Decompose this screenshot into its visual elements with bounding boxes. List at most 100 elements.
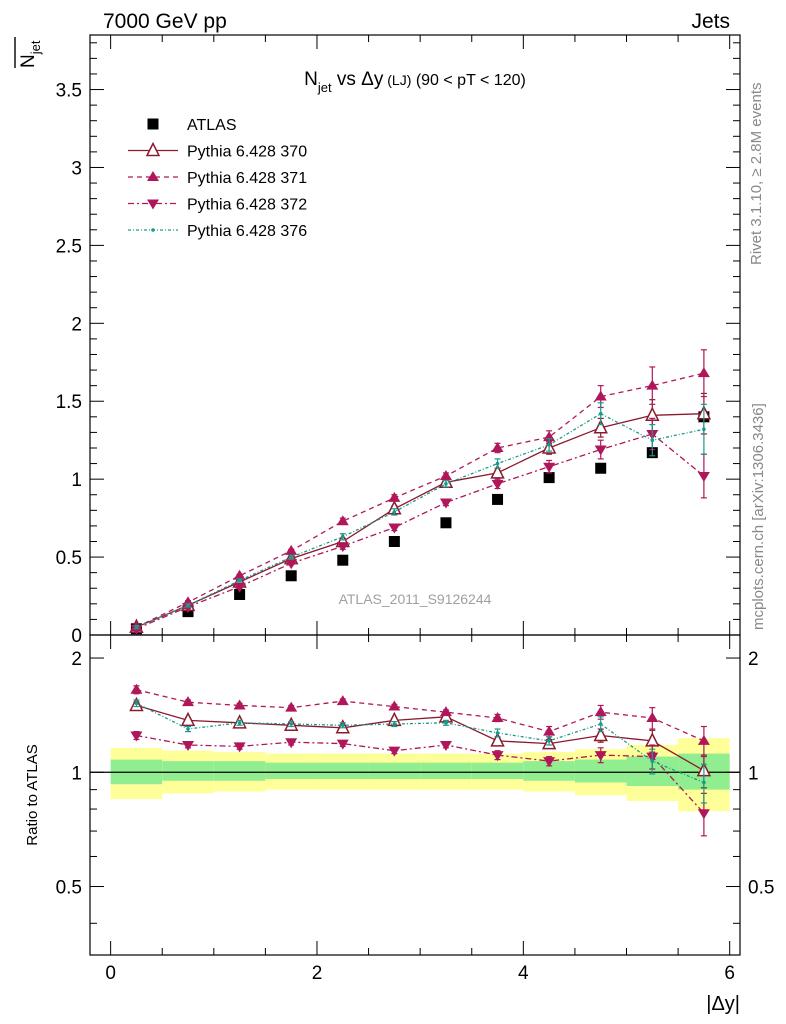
[object Object]-series-4-point: [594, 445, 607, 456]
[object Object]-series-1-point: [180, 711, 196, 727]
[object Object]-series-5-point: [289, 555, 293, 559]
[object Object]-series-4-point: [697, 472, 710, 483]
[object Object]-series-5-point: [702, 427, 706, 432]
[object Object]-series-4-point: [439, 498, 452, 509]
chart-title: Njet vs Δy (LJ) (90 < pT < 120): [304, 69, 526, 95]
[object Object]-series-1-point: [388, 535, 400, 547]
[object Object]-series-3-point: [182, 740, 195, 751]
[object Object]-series-2-point: [336, 695, 349, 706]
[object Object]-series-3-point: [336, 739, 349, 750]
legend-item-2-marker: [145, 141, 161, 157]
legend: ATLAS Pythia 6.428 370 Pythia 6.428 371 Pyt…: [128, 117, 307, 240]
ratio-band-inner: [162, 761, 214, 781]
legend-item-1-label: ATLAS: [187, 117, 237, 134]
ratio-band-inner: [213, 761, 266, 781]
legend-item-1-marker: [147, 118, 159, 130]
ratio-band-inner: [316, 762, 369, 780]
[object Object]-series-2-point: [697, 734, 710, 745]
main-y-tick-label: 2: [71, 314, 82, 335]
[object Object]-series-5-point: [598, 411, 603, 416]
[object Object]-series-2-point: [388, 700, 401, 711]
[object Object]-series-2-point: [285, 701, 298, 712]
ratio-series-layer: [129, 683, 712, 837]
y-axis-label-main: Njet: [14, 37, 43, 68]
[object Object]-series-3-point: [285, 544, 298, 555]
[object Object]-series-4-point: [444, 721, 448, 725]
[object Object]-series-4-point: [392, 722, 397, 726]
[object Object]-series-3-point: [697, 809, 710, 820]
legend-item-2-label: Pythia 6.428 370: [187, 144, 307, 161]
x-axis-label: |Δy|: [706, 993, 740, 1015]
[object Object]-series-4-point: [233, 582, 246, 593]
header-right: Jets: [691, 10, 730, 33]
[object Object]-series-4-point: [543, 462, 556, 473]
legend-item-3-marker: [147, 171, 159, 181]
[object Object]-series-1-point: [492, 493, 504, 505]
watermark: ATLAS_2011_S9126244: [339, 591, 492, 607]
[object Object]-series-1-point: [285, 570, 297, 582]
[object Object]-series-4-line: [136, 702, 705, 784]
ratio-band-inner: [368, 762, 421, 780]
[object Object]-series-4-point: [186, 727, 190, 731]
[object Object]-series-4-point: [336, 542, 349, 553]
[object Object]-series-1-point: [543, 472, 555, 484]
[object Object]-series-3-point: [646, 379, 659, 390]
main-y-tick-label: 1: [71, 470, 82, 491]
[object Object]-series-1-point: [440, 517, 452, 529]
[object Object]-series-3-point: [491, 441, 504, 452]
[object Object]-series-5-point: [495, 461, 500, 466]
[object Object]-series-4-point: [340, 723, 345, 728]
ratio-y-tick-label-left: 2: [71, 649, 82, 670]
x-tick-label: 6: [724, 963, 735, 984]
[object Object]-series-3-point: [285, 738, 298, 749]
[object Object]-series-1-point: [490, 732, 505, 747]
[object Object]-series-5-point: [392, 510, 397, 514]
[object Object]-series-1-point: [234, 588, 246, 600]
[object Object]-series-4-point: [130, 624, 143, 635]
[object Object]-series-3-point: [233, 742, 246, 753]
[object Object]-series-5-point: [237, 578, 242, 583]
[object Object]-series-4-line: [136, 433, 705, 630]
[object Object]-series-2-point: [130, 683, 143, 694]
[object Object]-series-2-point: [490, 464, 505, 479]
x-tick-label: 0: [105, 963, 116, 984]
[object Object]-series-3-point: [439, 470, 452, 481]
main-y-tick-label: 3.5: [56, 81, 82, 102]
[object Object]-series-3-line: [136, 372, 705, 628]
[object Object]-series-4-point: [702, 780, 706, 785]
main-y-tick-label: 0: [71, 626, 82, 647]
[object Object]-series-4-point: [547, 739, 551, 743]
side-label-bottom: mcplots.cern.ch [arXiv:1306.3436]: [750, 403, 767, 630]
[object Object]-series-1-point: [337, 554, 349, 566]
svg-text:Njet: Njet: [18, 40, 43, 68]
[object Object]-series-4-point: [650, 759, 655, 763]
main-y-tick-label: 0.5: [56, 548, 82, 569]
[object Object]-series-5-point: [340, 535, 345, 539]
ratio-y-tick-label-left: 1: [71, 763, 82, 784]
[object Object]-series-2-point: [439, 706, 452, 717]
ratio-band-inner: [420, 762, 472, 780]
[object Object]-series-1-point: [593, 726, 608, 742]
[object Object]-series-4-point: [237, 721, 242, 725]
[object Object]-series-5-point: [650, 438, 655, 442]
ratio-plot-frame: [89, 634, 741, 956]
[object Object]-series-3-point: [543, 757, 556, 768]
legend-item-3-label: Pythia 6.428 371: [187, 170, 307, 187]
header-left: 7000 GeV pp: [103, 10, 227, 33]
ratio-band-inner: [265, 762, 317, 780]
ratio-y-tick-label-right: 2: [748, 649, 759, 670]
[object Object]-series-4-point: [285, 559, 298, 570]
[object Object]-series-3-point: [697, 367, 710, 378]
main-y-tick-label: 3: [71, 158, 82, 179]
ratio-band-inner: [574, 759, 627, 783]
[object Object]-series-3-point: [594, 751, 607, 762]
[object Object]-series-5-point: [186, 603, 190, 608]
[object Object]-series-5-point: [134, 625, 139, 630]
[object Object]-series-4-point: [491, 479, 504, 490]
main-series-layer: [129, 349, 712, 635]
ratio-y-tick-label-left: 0.5: [56, 878, 82, 899]
[object Object]-series-5-point: [444, 482, 448, 486]
legend-item-4-label: Pythia 6.428 372: [187, 197, 307, 214]
legend-item-5-label: Pythia 6.428 376: [187, 223, 307, 240]
